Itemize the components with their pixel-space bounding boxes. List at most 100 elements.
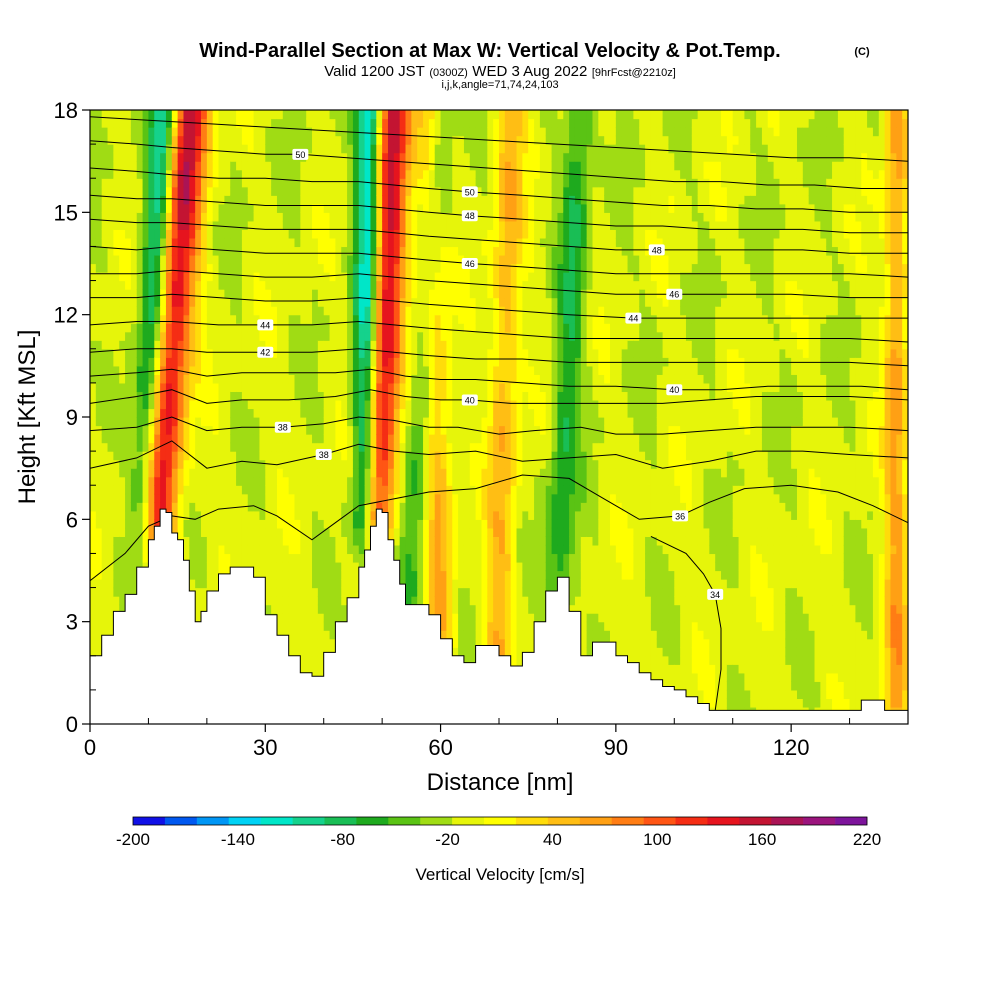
contour-label-bg — [461, 186, 478, 198]
theta-contour — [90, 320, 908, 343]
colorbar-swatch — [452, 817, 485, 825]
colorbar-swatch — [739, 817, 772, 825]
colorbar-swatch — [707, 817, 740, 825]
contour-label: 46 — [669, 290, 679, 300]
colorbar-tick-label: 160 — [748, 830, 776, 849]
colorbar-swatch — [228, 817, 261, 825]
colorbar-swatch — [803, 817, 836, 825]
theta-contour — [90, 218, 908, 254]
contour-label: 50 — [295, 150, 305, 160]
contour-label-bg — [292, 148, 309, 160]
colorbar-tick-label: -80 — [330, 830, 355, 849]
colorbar-swatch — [579, 817, 612, 825]
contour-label: 38 — [319, 450, 329, 460]
theta-contour — [90, 416, 908, 435]
colorbar-tick-label: -200 — [116, 830, 150, 849]
y-tick-label: 9 — [66, 405, 78, 430]
colorbar-frame — [132, 816, 868, 826]
subtitle-forecast: [9hrFcst@2210z] — [592, 67, 676, 79]
contour-label-bg — [672, 510, 689, 522]
chart-subtitle: Valid 1200 JST (0300Z) WED 3 Aug 2022 [9… — [324, 63, 676, 80]
contour-label: 40 — [669, 385, 679, 395]
plot-area: 34 36 38 38 40 40 42 44 44 46 46 48 48 50 50 — [90, 110, 908, 724]
colorbar-swatch — [643, 817, 676, 825]
theta-contour — [90, 269, 908, 299]
colorbar-tick-label: -20 — [435, 830, 460, 849]
colorbar-tick-label: -140 — [221, 830, 255, 849]
contour-label-bg — [257, 346, 274, 358]
contour-label: 44 — [260, 320, 270, 330]
contour-label: 34 — [710, 590, 720, 600]
contour-label-bg — [666, 288, 683, 300]
colorbar-swatch — [164, 817, 198, 825]
subtitle-utc: (0300Z) — [429, 67, 468, 79]
colorbar-swatch — [388, 817, 421, 825]
terrain-mask — [90, 508, 908, 724]
contour-label-bg — [315, 449, 332, 461]
x-tick-label: 0 — [84, 735, 96, 760]
colorbar-tick-label: 40 — [543, 830, 562, 849]
contour-label-bg — [648, 244, 665, 256]
contour-label: 42 — [260, 348, 270, 358]
colorbar-tick-label: 100 — [643, 830, 671, 849]
theta-contour — [90, 140, 908, 189]
colorbar: -200 -140 -80 -20 40 100 160 220 — [116, 816, 881, 849]
subtitle-date: WED 3 Aug 2022 — [472, 63, 587, 80]
indices-line: i,j,k,angle=71,74,24,103 — [441, 79, 558, 91]
contour-label-bg — [257, 319, 274, 331]
colorbar-swatch — [675, 817, 708, 825]
y-tick-label: 15 — [54, 200, 78, 225]
contour-label: 50 — [465, 187, 475, 197]
theta-contour — [90, 293, 908, 319]
contour-label: 38 — [278, 423, 288, 433]
theta-contour — [90, 389, 908, 404]
colorbar-swatch — [356, 817, 389, 825]
x-tick-label: 60 — [428, 735, 452, 760]
y-tick-label: 6 — [66, 507, 78, 532]
theta-contour — [90, 440, 908, 469]
theta-contour — [90, 368, 908, 391]
copyright-mark: (C) — [854, 46, 870, 58]
colorbar-swatch — [260, 817, 293, 825]
contour-label-bg — [461, 394, 478, 406]
colorbar-swatch — [292, 817, 325, 825]
colorbar-swatch — [196, 817, 230, 825]
subtitle-valid: Valid 1200 JST — [324, 63, 425, 80]
colorbar-swatch — [484, 817, 517, 825]
colorbar-swatch — [420, 817, 453, 825]
colorbar-swatch — [611, 817, 644, 825]
theta-contours: 34 36 38 38 40 40 42 44 44 46 46 48 48 50 50 — [90, 116, 908, 711]
contour-label: 44 — [628, 314, 638, 324]
contour-label-bg — [707, 588, 724, 600]
colorbar-swatch — [547, 817, 581, 825]
contour-label-bg — [666, 384, 683, 396]
contour-label: 36 — [675, 511, 685, 521]
y-tick-label: 12 — [54, 303, 78, 328]
chart-title: Wind-Parallel Section at Max W: Vertical… — [199, 40, 780, 62]
x-axis-label: Distance [nm] — [427, 769, 574, 796]
colorbar-label: Vertical Velocity [cm/s] — [415, 865, 584, 884]
contour-label-bg — [274, 421, 291, 433]
colorbar-swatch — [835, 817, 868, 825]
contour-label: 48 — [465, 211, 475, 221]
x-tick-label: 30 — [253, 735, 277, 760]
contour-label-bg — [461, 258, 478, 269]
x-tick-label: 120 — [773, 735, 810, 760]
colorbar-tick-label: 220 — [853, 830, 881, 849]
y-tick-label: 0 — [66, 712, 78, 737]
x-tick-label: 90 — [604, 735, 628, 760]
theta-contour — [90, 116, 908, 162]
contour-label: 48 — [652, 245, 662, 255]
y-tick-label: 3 — [66, 610, 78, 635]
colorbar-swatch — [133, 817, 166, 825]
contour-label: 40 — [465, 395, 475, 405]
contour-label: 46 — [465, 259, 475, 269]
y-tick-label: 18 — [54, 98, 78, 123]
contour-label-bg — [625, 312, 642, 324]
y-axis-label: Height [Kft MSL] — [14, 330, 41, 505]
colorbar-swatch — [771, 817, 804, 825]
theta-contour — [90, 474, 908, 582]
colorbar-swatch — [515, 817, 549, 825]
